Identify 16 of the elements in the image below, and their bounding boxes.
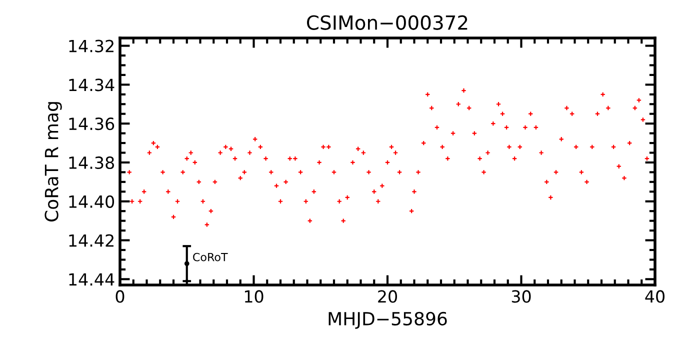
y-tick-label: 14.36	[69, 118, 114, 130]
y-tick-label: 14.32	[69, 40, 114, 52]
x-tick-label: 0	[116, 290, 124, 303]
x-tick-label: 30	[512, 290, 531, 303]
y-tick-label: 14.44	[69, 273, 114, 286]
y-tick-label: 14.42	[69, 234, 114, 247]
x-tick-label: 20	[378, 290, 397, 303]
y-tick-label: 14.38	[69, 156, 114, 170]
y-tick-label: 14.40	[69, 195, 114, 208]
y-tick-label: 14.34	[69, 78, 114, 92]
x-tick-label: 40	[645, 290, 664, 303]
series-label: CoRoT	[193, 252, 228, 262]
x-tick-label: 10	[244, 290, 264, 303]
y-axis-title: CoRaT R mag	[44, 102, 62, 222]
chart-title: CSIMon−000372	[307, 15, 468, 30]
x-axis-title: MHJD−55896	[328, 312, 447, 329]
